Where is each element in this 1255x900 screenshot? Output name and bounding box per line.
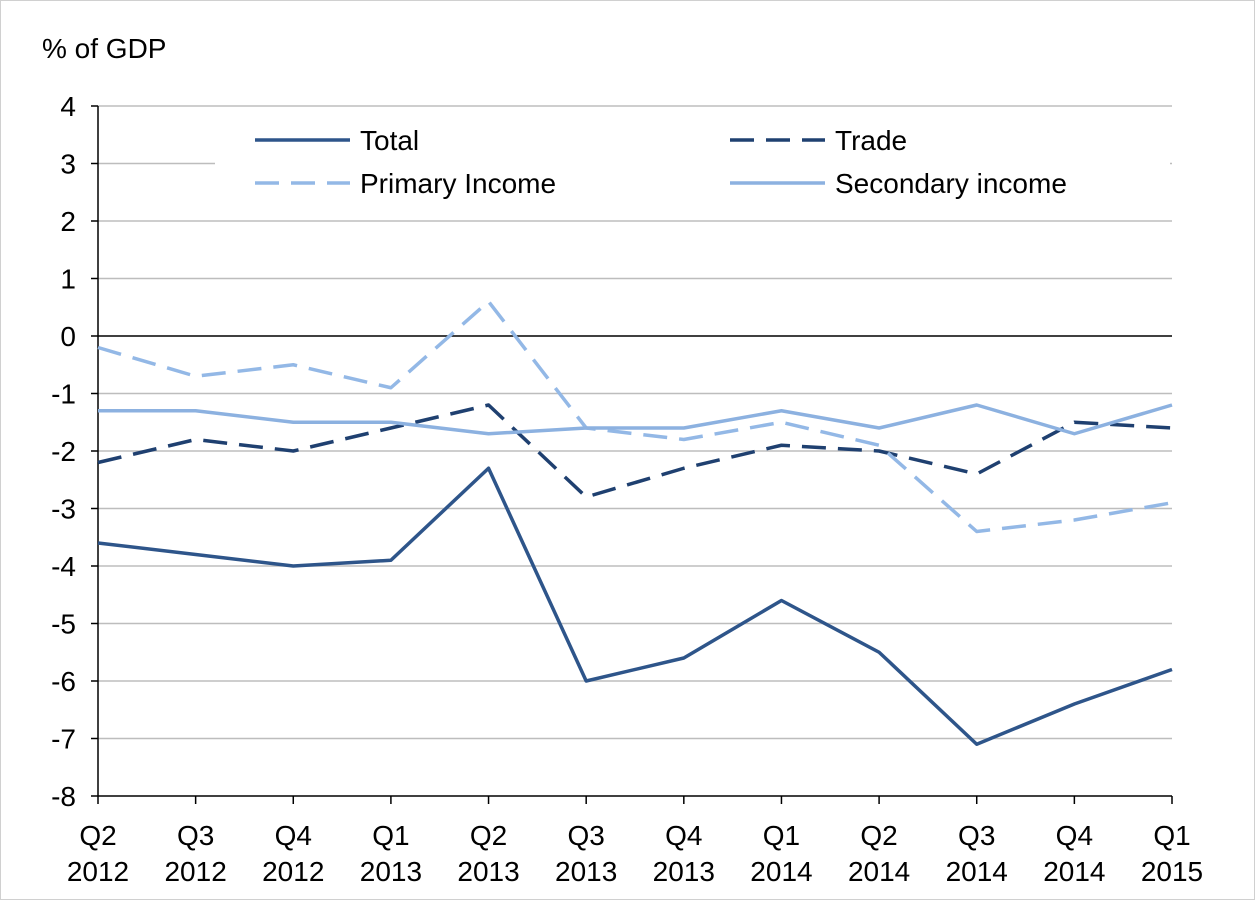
y-tick-label: -8 xyxy=(51,781,76,812)
x-tick-label: Q4 2012 xyxy=(262,820,324,887)
y-tick-label: -7 xyxy=(51,724,76,755)
y-tick-label: -3 xyxy=(51,494,76,525)
legend-label: Total xyxy=(360,125,419,156)
y-tick-label: 2 xyxy=(60,206,76,237)
x-tick-label: Q4 2013 xyxy=(653,820,715,887)
series-line xyxy=(97,403,1173,499)
series-line xyxy=(97,299,1173,534)
legend-label: Primary Income xyxy=(360,168,556,199)
series-line xyxy=(98,403,1173,436)
y-tick-label: -5 xyxy=(51,609,76,640)
y-axis-label: % of GDP xyxy=(42,33,166,64)
y-tick-label: 0 xyxy=(60,321,76,352)
x-tick-label: Q4 2014 xyxy=(1043,820,1105,887)
legend-box xyxy=(215,118,1170,206)
x-tick-label: Q2 2013 xyxy=(457,820,519,887)
y-tick-label: -6 xyxy=(51,666,76,697)
y-tick-label: -4 xyxy=(51,551,76,582)
y-tick-label: -1 xyxy=(51,379,76,410)
y-tick-label: 1 xyxy=(60,264,76,295)
x-tick-label: Q1 2014 xyxy=(750,820,812,887)
x-tick-label: Q3 2013 xyxy=(555,820,617,887)
x-tick-label: Q3 2012 xyxy=(164,820,226,887)
x-tick-label: Q2 2012 xyxy=(67,820,129,887)
x-tick-label: Q1 2015 xyxy=(1141,820,1203,887)
x-tick-label: Q3 2014 xyxy=(946,820,1008,887)
y-tick-label: 3 xyxy=(60,149,76,180)
legend-label: Secondary income xyxy=(835,168,1067,199)
y-tick-label: -2 xyxy=(51,436,76,467)
y-tick-label: 4 xyxy=(60,91,76,122)
legend-label: Trade xyxy=(835,125,907,156)
series-line xyxy=(97,466,1173,746)
x-tick-label: Q2 2014 xyxy=(848,820,910,887)
x-tick-label: Q1 2013 xyxy=(360,820,422,887)
